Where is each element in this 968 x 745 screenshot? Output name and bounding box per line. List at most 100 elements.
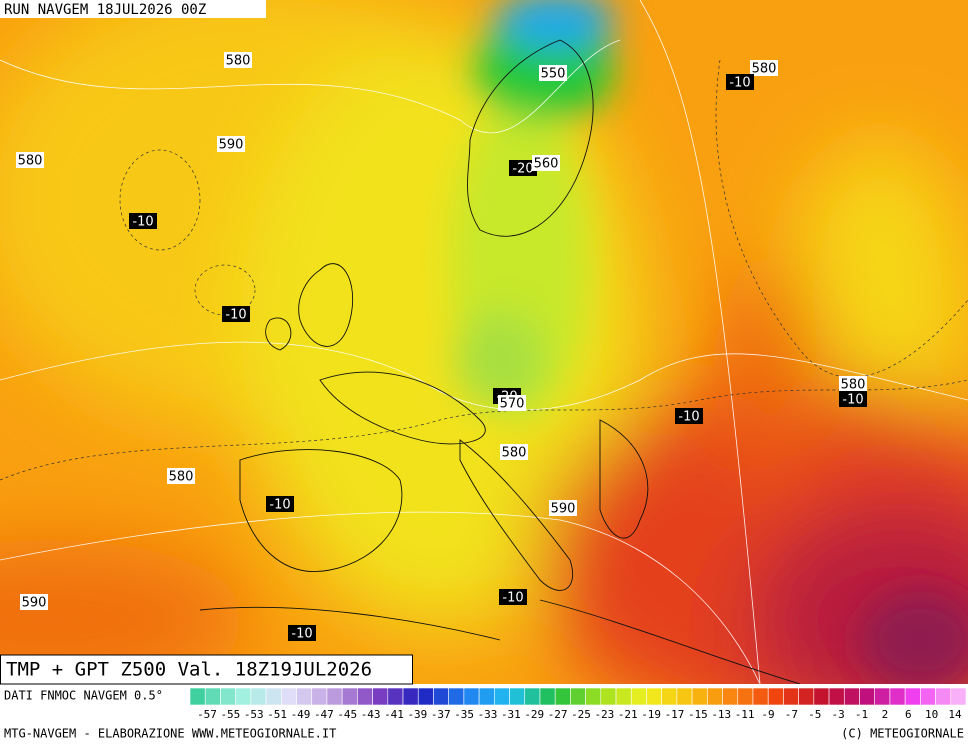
contour-label-bg xyxy=(839,376,867,392)
colorbar-tick-label: -49 xyxy=(291,708,311,721)
colorbar-cell xyxy=(554,687,571,706)
run-label: RUN NAVGEM 18JUL2026 00Z xyxy=(4,2,206,18)
colorbar-tick-label: -37 xyxy=(431,708,451,721)
colorbar-cell xyxy=(570,687,586,706)
colorbar-cell xyxy=(691,687,708,706)
colorbar-tick-label: -5 xyxy=(808,708,821,721)
contour-label: 580 xyxy=(18,154,43,169)
contour-label-bg xyxy=(509,160,537,176)
colorbar-tick-label: -3 xyxy=(832,708,845,721)
contour-label: -10 xyxy=(502,591,523,606)
colorbar-tick-label: -29 xyxy=(524,708,544,721)
colorbar-cell xyxy=(707,687,723,706)
colorbar-cell xyxy=(280,687,297,706)
colorbar-tick-label: -35 xyxy=(454,708,474,721)
colorbar-tick-label: -19 xyxy=(641,708,661,721)
colorbar-tick-label: -31 xyxy=(501,708,521,721)
contour-label: 580 xyxy=(169,470,194,485)
contour-label: 580 xyxy=(502,446,527,461)
contour-label-bg xyxy=(224,52,252,68)
colorbar-tick-label: -39 xyxy=(407,708,427,721)
colorbar-cell xyxy=(494,687,510,706)
colorbar-tick-label: -33 xyxy=(478,708,498,721)
contour-label: 580 xyxy=(752,62,777,77)
colorbar-cell xyxy=(539,687,556,706)
colorbar-tick-label: -21 xyxy=(618,708,638,721)
colorbar-cell xyxy=(509,687,526,706)
colorbar-cell xyxy=(433,687,449,706)
colorbar-cell xyxy=(889,687,906,706)
contour-label: -10 xyxy=(729,76,750,91)
colorbar-cell xyxy=(478,687,495,706)
colorbar-cell xyxy=(767,687,784,706)
colorbar-tick-label: -55 xyxy=(220,708,240,721)
contour-label-bg xyxy=(288,625,316,641)
colorbar-tick-label: -7 xyxy=(785,708,798,721)
colorbar-cell xyxy=(402,687,419,706)
colorbar-tick-label: -43 xyxy=(361,708,381,721)
contour-label: 590 xyxy=(22,596,47,611)
colorbar-cell xyxy=(874,687,891,706)
colorbar-cell xyxy=(341,687,358,706)
contour-label: 560 xyxy=(534,157,559,172)
colorbar-cell xyxy=(798,687,815,706)
colorbar-cell xyxy=(920,687,936,706)
contour-label: -10 xyxy=(225,308,246,323)
colorbar-tick-label: -45 xyxy=(337,708,357,721)
contour-label: 580 xyxy=(226,54,251,69)
contour-label-bg xyxy=(675,408,703,424)
colorbar-cell xyxy=(935,687,952,706)
colorbar-tick-label: -41 xyxy=(384,708,404,721)
colorbar-tick-label: -51 xyxy=(267,708,287,721)
colorbar-cell xyxy=(813,687,830,706)
colorbar-tick-label: -27 xyxy=(548,708,568,721)
contour-label: 580 xyxy=(841,378,866,393)
colorbar-cell xyxy=(189,687,206,706)
contour-label: -20 xyxy=(512,162,533,177)
contour-label-bg xyxy=(499,589,527,605)
colorbar-tick-label: -13 xyxy=(711,708,731,721)
contour-label-bg xyxy=(539,65,567,81)
colorbar-cell xyxy=(417,687,434,706)
colorbar-tick-label: -11 xyxy=(735,708,755,721)
colorbar-cell xyxy=(387,687,404,706)
contour-label-bg xyxy=(750,60,778,76)
contour-label-bg xyxy=(129,213,157,229)
colorbar-cell xyxy=(220,687,236,706)
contour-label-bg xyxy=(726,74,754,90)
colorbar-tick-label: -17 xyxy=(665,708,685,721)
colorbar-cell xyxy=(326,687,343,706)
contour-label-bg xyxy=(498,395,526,411)
colorbar-cell xyxy=(828,687,845,706)
colorbar-cell xyxy=(859,687,876,706)
colorbar-cell xyxy=(585,687,602,706)
colorbar-tick-label: -1 xyxy=(855,708,868,721)
colorbar-cell xyxy=(843,687,860,706)
contour-label: -10 xyxy=(132,215,153,230)
colorbar-tick-label: -47 xyxy=(314,708,334,721)
colorbar-cell xyxy=(661,687,678,706)
colorbar-cell xyxy=(737,687,754,706)
colorbar-cell xyxy=(600,687,617,706)
contour-label-bg xyxy=(167,468,195,484)
footer-left: MTG-NAVGEM - ELABORAZIONE WWW.METEOGIORN… xyxy=(4,727,336,741)
legend-source: DATI FNMOC NAVGEM 0.5° xyxy=(4,689,163,703)
colorbar-cell xyxy=(904,687,921,706)
colorbar-cell xyxy=(250,687,267,706)
colorbar-cell xyxy=(204,687,221,706)
contour-label-bg xyxy=(549,500,577,516)
contour-label: -10 xyxy=(842,393,863,408)
title-box xyxy=(0,654,413,685)
contour-label: 590 xyxy=(551,502,576,517)
contour-label: 590 xyxy=(219,138,244,153)
colorbar-cell xyxy=(783,687,799,706)
colorbar-cell xyxy=(463,687,480,706)
colorbar-cell xyxy=(524,687,541,706)
contour-label-bg xyxy=(839,391,867,407)
map-title: TMP + GPT Z500 Val. 18Z19JUL2026 xyxy=(6,659,372,681)
contour-label-bg xyxy=(532,155,560,171)
contour-label-bg xyxy=(217,136,245,152)
